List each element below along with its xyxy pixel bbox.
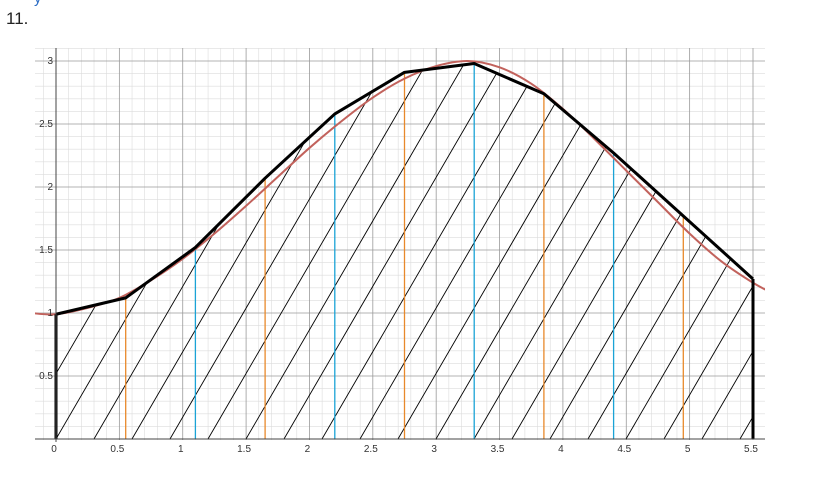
y-tick-label: 0.5 xyxy=(39,371,53,382)
hatch-line xyxy=(778,39,821,439)
hatch-line xyxy=(321,63,555,440)
x-tick-label: 0.5 xyxy=(110,444,124,455)
hatch-line xyxy=(359,63,593,440)
problem-number: 11. xyxy=(6,9,29,28)
x-tick-label: 4.5 xyxy=(617,444,631,455)
hatch-line xyxy=(245,63,479,440)
x-tick-label: 3 xyxy=(431,444,437,455)
x-tick-label: 5 xyxy=(685,444,691,455)
vertical-lines xyxy=(125,63,684,439)
hatch-line xyxy=(0,39,23,439)
y-tick-label: 3 xyxy=(47,56,53,67)
y-tick-label: 2.5 xyxy=(39,119,53,130)
axes xyxy=(35,48,765,442)
x-tick-label: 0 xyxy=(51,444,57,455)
y-tick-label: 2 xyxy=(47,182,53,193)
hatch-line xyxy=(701,63,753,440)
hatch-line xyxy=(169,63,403,440)
x-tick-label: 2 xyxy=(305,444,311,455)
grid-minor-lines xyxy=(35,48,765,440)
y-tick-labels: 0.5 1 1.5 2 2.5 3 xyxy=(39,56,53,382)
top-fragment-text: y xyxy=(34,0,42,7)
hatch-line xyxy=(207,63,441,440)
hatch-line xyxy=(663,63,753,440)
hatch-line xyxy=(283,63,517,440)
x-tick-label: 1 xyxy=(178,444,184,455)
x-tick-label: 4 xyxy=(558,444,564,455)
trapezoid-top-edges xyxy=(55,62,755,316)
x-tick-label: 1.5 xyxy=(237,444,251,455)
x-tick-label: 3.5 xyxy=(491,444,505,455)
x-tick-labels: 0 0.5 1 1.5 2 2.5 3 3.5 4 4.5 5 5.5 xyxy=(51,444,758,455)
x-tick-label: 2.5 xyxy=(364,444,378,455)
y-tick-label: 1.5 xyxy=(39,245,53,256)
y-tick-label: 1 xyxy=(47,308,53,319)
hatch-line xyxy=(587,63,753,440)
x-tick-label: 5.5 xyxy=(744,444,758,455)
